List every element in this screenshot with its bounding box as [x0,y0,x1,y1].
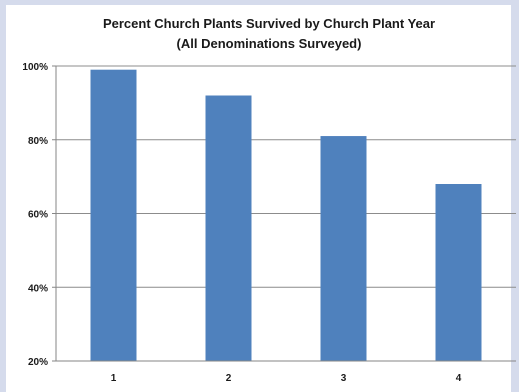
chart-area [6,5,511,392]
y-tick-label: 60% [28,210,48,221]
bar-3 [320,136,367,361]
bar-4 [435,184,482,361]
bar-2 [205,95,252,361]
chart-subtitle: (All Denominations Surveyed) [177,36,362,51]
bar-1 [90,69,137,361]
x-tick-label: 3 [341,373,347,384]
y-tick-label: 40% [28,283,48,294]
x-tick-label: 4 [456,373,462,384]
y-tick-label: 100% [22,62,48,73]
x-tick-label: 1 [111,373,117,384]
y-tick-labels: 20% 40% 60% 80% 100% [22,62,48,368]
y-tick-label: 80% [28,136,48,147]
x-tick-label: 2 [226,373,232,384]
bars [90,69,482,361]
axes [52,65,516,362]
y-tick-label: 20% [28,357,48,368]
x-tick-labels: 1 2 3 4 [111,373,462,384]
chart-title: Percent Church Plants Survived by Church… [103,16,435,31]
